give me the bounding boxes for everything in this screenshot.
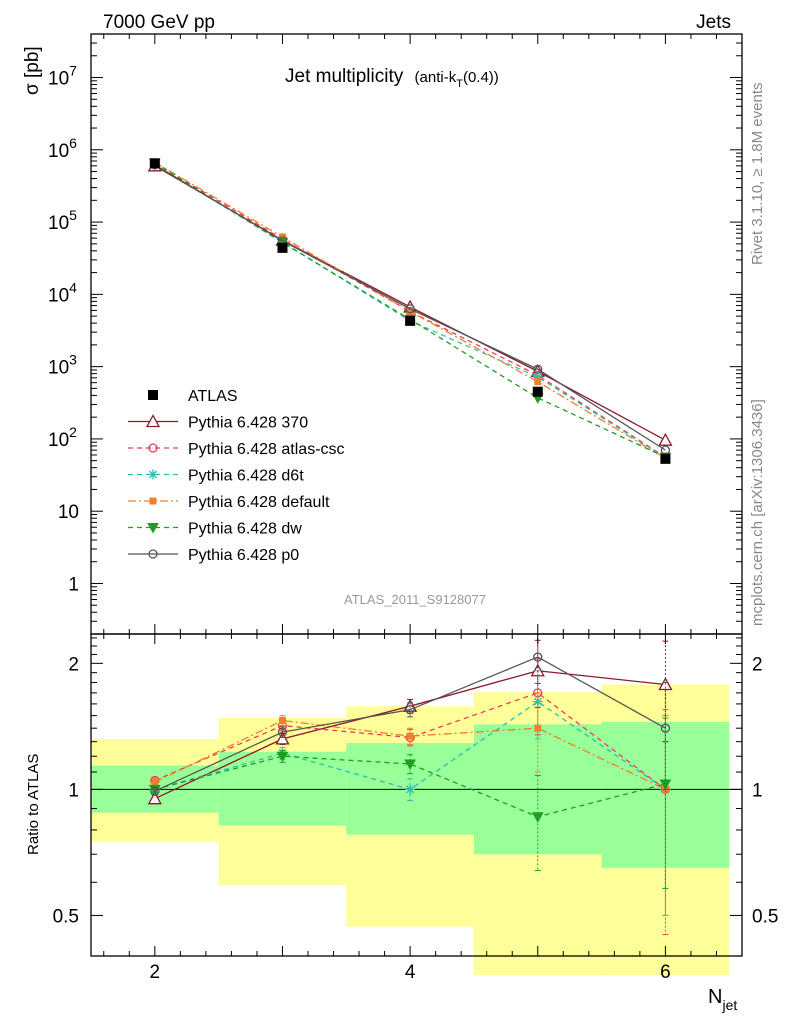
legend-label: ATLAS: [188, 388, 238, 405]
series-point: [533, 364, 543, 374]
legend-marker: [148, 443, 158, 453]
ratio-series-line: [154, 692, 666, 790]
y-tick-label-exp: 6: [69, 135, 77, 151]
plot-frames: [90, 33, 743, 957]
x-tick-label: 6: [660, 962, 671, 983]
y-tick-label-base: 10: [48, 430, 69, 451]
main-plot-frame: [90, 33, 743, 635]
ratio-series-line: [154, 755, 666, 818]
ratio-band-inner: [218, 751, 347, 826]
ratio-point: [276, 751, 289, 763]
series-line: [154, 164, 666, 451]
legend-label: Pythia 6.428 p0: [188, 547, 299, 564]
ratio-point: [406, 732, 414, 740]
y-tick-label: 1: [68, 574, 79, 595]
y-tick-label-base: 10: [48, 285, 69, 306]
legend-marker: [148, 469, 158, 480]
y-tick-label: 104: [48, 279, 77, 306]
x-axis-label: Njet: [708, 986, 737, 1013]
y-tick-label: 106: [48, 135, 77, 162]
ratio-y-axis-label: Ratio to ATLAS: [25, 754, 42, 855]
ratio-y-tick-label-right: 1: [752, 780, 763, 801]
x-axis-label-sub: jet: [721, 997, 737, 1013]
x-tick-label: 2: [150, 962, 161, 983]
x-axis-label-main: N: [708, 986, 722, 1008]
legend-marker: [148, 549, 158, 559]
ratio-point: [534, 724, 542, 732]
ratio-point: [147, 791, 162, 805]
legend-marker: [148, 390, 158, 400]
x-tick-label: 4: [405, 962, 416, 983]
chart-title: Jet multiplicity (anti-kT(0.4)): [285, 66, 499, 90]
y-tick-label-base: 10: [48, 141, 69, 162]
ratio-point: [533, 652, 543, 662]
y-tick-label-exp: 3: [69, 352, 77, 368]
data-point: [149, 158, 160, 169]
series-point: [532, 371, 543, 382]
ratio-point: [150, 786, 160, 796]
y-tick-label: 105: [48, 207, 77, 234]
ratio-plot-frame: [90, 633, 743, 957]
data-point: [660, 453, 671, 464]
header-right: Jets: [696, 12, 731, 33]
ratio-y-tick-label-right: 0.5: [752, 906, 778, 927]
analysis-watermark: ATLAS_2011_S9128077: [344, 592, 486, 607]
series-point: [534, 378, 542, 386]
y-tick-label-base: 10: [48, 213, 69, 234]
ratio-y-tick-label-right: 2: [752, 654, 763, 675]
y-tick-label-exp: 5: [69, 207, 77, 223]
data-point: [405, 315, 416, 326]
mcplots-label: mcplots.cern.ch [arXiv:1306.3436]: [749, 399, 766, 626]
ratio-point: [660, 723, 671, 733]
chart-title-main: Jet multiplicity: [285, 66, 404, 87]
legend: ATLAS Pythia 6.428 370 Pythia 6.428 atlas-…: [128, 388, 345, 564]
y-tick-label: 103: [48, 352, 77, 379]
ratio-point: [151, 778, 159, 786]
legend-marker: [147, 523, 159, 534]
series-point: [658, 432, 673, 446]
legend-marker: [145, 414, 161, 428]
y-tick-label-exp: 4: [69, 279, 77, 295]
series-point: [406, 307, 414, 315]
chart-title-suffix: (anti-k: [415, 69, 457, 86]
data-point: [532, 386, 543, 397]
chart-title-tail: (0.4)): [463, 69, 499, 86]
ratio-point: [405, 705, 415, 715]
y-axis-label: σ [pb]: [22, 46, 43, 95]
ratio-point: [277, 727, 288, 737]
data-point: [277, 242, 288, 253]
legend-label: Pythia 6.428 default: [188, 494, 330, 511]
ratio-point: [531, 812, 544, 823]
legend-label: Pythia 6.428 d6t: [188, 468, 304, 485]
chart-title-sub: T: [456, 78, 463, 90]
legend-label: Pythia 6.428 370: [188, 415, 308, 432]
legend-label: Pythia 6.428 atlas-csc: [188, 441, 345, 458]
ratio-y-tick-label-left: 2: [68, 654, 79, 675]
rivet-label: Rivet 3.1.10, ≥ 1.8M events: [749, 83, 766, 266]
ratio-point: [278, 717, 286, 725]
ratio-y-tick-label-left: 1: [68, 780, 79, 801]
y-tick-label-exp: 7: [69, 63, 77, 79]
ratio-point: [404, 759, 416, 770]
legend-marker: [149, 497, 157, 505]
y-tick-label-base: 10: [48, 69, 69, 90]
ratio-y-tick-label-left: 0.5: [53, 906, 79, 927]
y-tick-label: 10: [58, 502, 79, 523]
main-series-group: [147, 158, 673, 464]
y-tick-label-base: 10: [48, 358, 69, 379]
y-tick-label: 102: [48, 424, 77, 451]
ratio-point: [405, 784, 416, 795]
series-line: [154, 162, 666, 458]
series-point: [405, 304, 415, 314]
y-tick-label-exp: 2: [69, 424, 77, 440]
ratio-series-line: [154, 656, 666, 792]
header-left: 7000 GeV pp: [103, 12, 215, 33]
y-tick-label: 107: [48, 63, 77, 90]
ratio-point: [275, 731, 290, 745]
legend-label: Pythia 6.428 dw: [188, 521, 302, 538]
